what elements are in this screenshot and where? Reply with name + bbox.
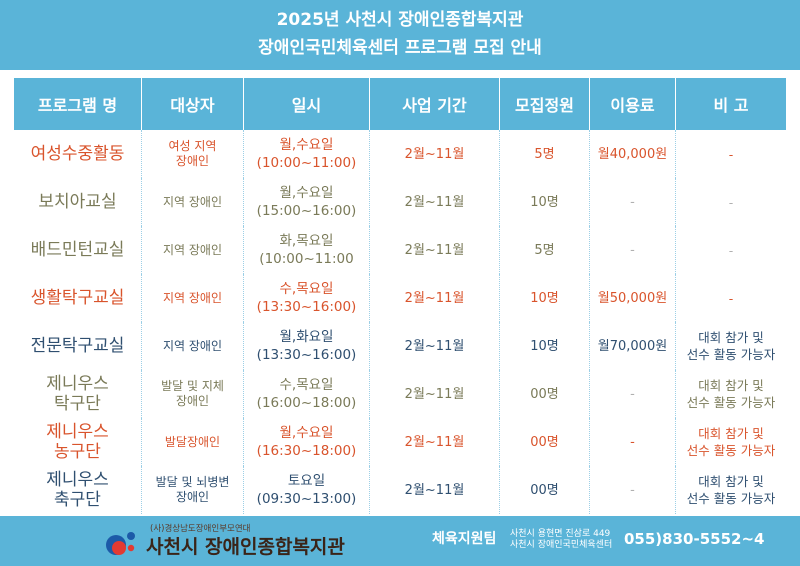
- fee-cell: -: [590, 178, 676, 226]
- table-header: 프로그램 명 대상자 일시 사업 기간 모집정원 이용료 비 고: [14, 78, 786, 130]
- program-name: 여성수중활동: [14, 130, 142, 178]
- column-header-program: 프로그램 명: [14, 78, 142, 130]
- fee-cell: -: [590, 418, 676, 466]
- note-cell: 대회 참가 및 선수 활동 가능자: [686, 330, 776, 362]
- address: 사천시 용현면 진삼로 449 사천시 장애인국민체육센터: [510, 529, 612, 551]
- table-row: 제니우스 농구단 발달장애인 월,수요일 (16:30~18:00) 2월~11월 00…: [14, 418, 786, 466]
- capacity-cell: 10명: [500, 178, 590, 226]
- target-cell: 발달장애인: [142, 418, 244, 466]
- target-cell: 지역 장애인: [142, 322, 244, 370]
- capacity-cell: 10명: [500, 274, 590, 322]
- fee-cell: -: [590, 226, 676, 274]
- fee-cell: 월40,000원: [590, 130, 676, 178]
- note-cell: -: [728, 290, 734, 306]
- target-cell: 발달 및 지체 장애인: [142, 370, 244, 418]
- program-name: 전문탁구교실: [14, 322, 142, 370]
- program-name: 배드민턴교실: [14, 226, 142, 274]
- fee-cell: -: [590, 466, 676, 514]
- fee-cell: 월70,000원: [590, 322, 676, 370]
- note-cell: -: [728, 242, 734, 258]
- schedule-cell: 화,목요일 (10:00~11:00: [244, 226, 370, 274]
- capacity-cell: 00명: [500, 466, 590, 514]
- schedule-cell: 월,수요일 (16:30~18:00): [244, 418, 370, 466]
- program-name: 제니우스 농구단: [14, 418, 142, 466]
- period-cell: 2월~11월: [370, 178, 500, 226]
- address-line-1: 사천시 용현면 진삼로 449: [510, 529, 611, 539]
- note-cell: -: [728, 146, 734, 162]
- note-cell: 대회 참가 및 선수 활동 가능자: [686, 378, 776, 410]
- phone-number: 055)830-5552~4: [624, 530, 765, 548]
- period-cell: 2월~11월: [370, 274, 500, 322]
- fee-cell: 월50,000원: [590, 274, 676, 322]
- note-cell: -: [728, 194, 734, 210]
- period-cell: 2월~11월: [370, 322, 500, 370]
- column-header-target: 대상자: [142, 78, 244, 130]
- period-cell: 2월~11월: [370, 130, 500, 178]
- column-header-fee: 이용료: [590, 78, 676, 130]
- organization-logo-icon: [106, 532, 135, 555]
- address-line-2: 사천시 장애인국민체육센터: [510, 540, 613, 550]
- column-header-note: 비 고: [713, 96, 749, 115]
- note-cell: 대회 참가 및 선수 활동 가능자: [686, 426, 776, 458]
- page-subtitle: 장애인국민체육센터 프로그램 모집 안내: [258, 38, 542, 58]
- period-cell: 2월~11월: [370, 466, 500, 514]
- period-cell: 2월~11월: [370, 226, 500, 274]
- schedule-cell: 수,목요일 (13:30~16:00): [244, 274, 370, 322]
- period-cell: 2월~11월: [370, 418, 500, 466]
- program-name: 생활탁구교실: [14, 274, 142, 322]
- target-cell: 여성 지역 장애인: [142, 130, 244, 178]
- schedule-cell: 월,수요일 (10:00~11:00): [244, 130, 370, 178]
- capacity-cell: 00명: [500, 370, 590, 418]
- program-name: 제니우스 탁구단: [14, 370, 142, 418]
- table-row: 배드민턴교실 지역 장애인 화,목요일 (10:00~11:00 2월~11월 5명 - -: [14, 226, 786, 274]
- target-cell: 지역 장애인: [142, 226, 244, 274]
- program-table-body: 여성수중활동 여성 지역 장애인 월,수요일 (10:00~11:00) 2월~11월…: [14, 130, 786, 514]
- team-name: 체육지원팀: [432, 531, 497, 547]
- schedule-cell: 월,화요일 (13:30~16:00): [244, 322, 370, 370]
- table-row: 생활탁구교실 지역 장애인 수,목요일 (13:30~16:00) 2월~11월 10명…: [14, 274, 786, 322]
- fee-cell: -: [590, 370, 676, 418]
- target-cell: 지역 장애인: [142, 178, 244, 226]
- footer-band: [0, 516, 800, 566]
- period-cell: 2월~11월: [370, 370, 500, 418]
- table-row: 제니우스 탁구단 발달 및 지체 장애인 수,목요일 (16:00~18:00) 2월…: [14, 370, 786, 418]
- program-name: 보치아교실: [14, 178, 142, 226]
- schedule-cell: 토요일 (09:30~13:00): [244, 466, 370, 514]
- note-cell: 대회 참가 및 선수 활동 가능자: [686, 474, 776, 506]
- capacity-cell: 00명: [500, 418, 590, 466]
- column-header-period: 사업 기간: [370, 78, 500, 130]
- capacity-cell: 5명: [500, 226, 590, 274]
- capacity-cell: 5명: [500, 130, 590, 178]
- column-header-schedule: 일시: [244, 78, 370, 130]
- table-row: 전문탁구교실 지역 장애인 월,화요일 (13:30~16:00) 2월~11월 10명…: [14, 322, 786, 370]
- target-cell: 발달 및 뇌병변 장애인: [142, 466, 244, 514]
- table-row: 여성수중활동 여성 지역 장애인 월,수요일 (10:00~11:00) 2월~11월…: [14, 130, 786, 178]
- capacity-cell: 10명: [500, 322, 590, 370]
- table-row: 보치아교실 지역 장애인 월,수요일 (15:00~16:00) 2월~11월 10명 -…: [14, 178, 786, 226]
- target-cell: 지역 장애인: [142, 274, 244, 322]
- table-row: 제니우스 축구단 발달 및 뇌병변 장애인 토요일 (09:30~13:00) 2월~…: [14, 466, 786, 514]
- organization-name: 사천시 장애인종합복지관: [146, 536, 345, 558]
- column-header-capacity: 모집정원: [500, 78, 590, 130]
- program-name: 제니우스 축구단: [14, 466, 142, 514]
- schedule-cell: 월,수요일 (15:00~16:00): [244, 178, 370, 226]
- organization-parent-name: (사)경상남도장애인부모연대: [150, 524, 251, 534]
- header-band: [0, 0, 800, 70]
- page-title: 2025년 사천시 장애인종합복지관: [276, 10, 524, 30]
- schedule-cell: 수,목요일 (16:00~18:00): [244, 370, 370, 418]
